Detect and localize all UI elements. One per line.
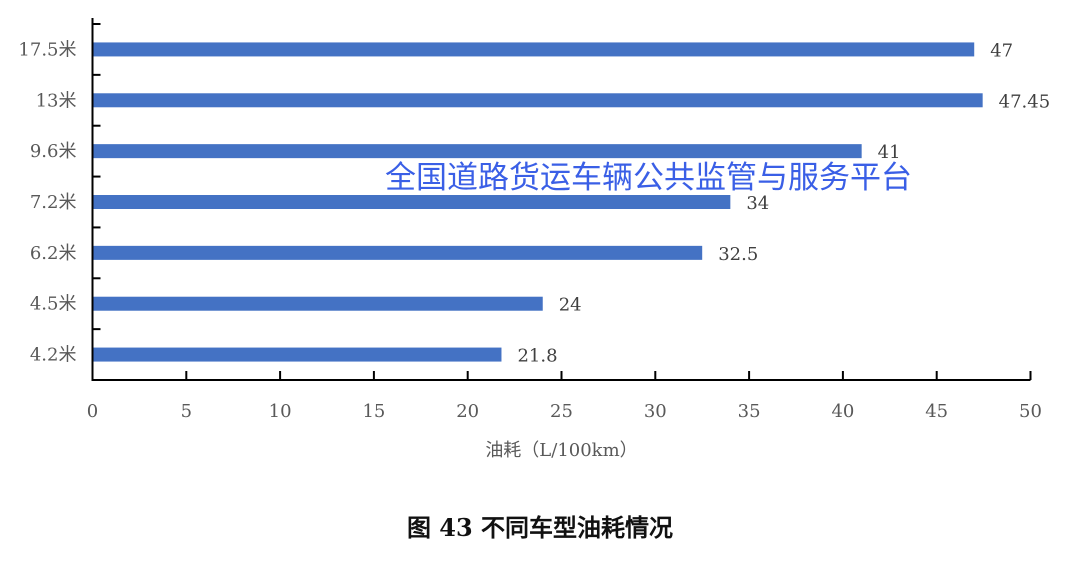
category-label: 9.6米 [30, 141, 77, 162]
x-tick-label: 5 [181, 401, 192, 422]
bar [92, 42, 975, 57]
data-label: 34 [746, 193, 769, 214]
x-tick-label: 20 [456, 401, 479, 422]
x-tick-label: 30 [644, 401, 667, 422]
bar [92, 245, 703, 260]
category-label: 6.2米 [30, 243, 77, 264]
data-label: 47.45 [999, 91, 1051, 112]
x-axis-title: 油耗（L/100km） [485, 440, 637, 461]
data-label: 32.5 [718, 244, 758, 265]
data-label: 21.8 [517, 346, 557, 367]
data-label: 24 [559, 295, 582, 316]
category-label: 4.5米 [30, 294, 77, 315]
x-tick-label: 15 [362, 401, 385, 422]
data-label: 41 [878, 142, 901, 163]
x-tick-label: 35 [738, 401, 761, 422]
category-label: 7.2米 [30, 192, 77, 213]
category-label: 13米 [36, 90, 77, 111]
data-label: 47 [990, 40, 1013, 61]
bar [92, 195, 731, 209]
category-label: 4.2米 [30, 345, 77, 366]
x-tick-label: 40 [831, 401, 854, 422]
figure-caption: 图 43 不同车型油耗情况 [406, 513, 674, 542]
bar [92, 296, 543, 311]
bar [92, 144, 862, 159]
category-label: 17.5米 [18, 39, 76, 60]
x-tick-label: 10 [269, 401, 292, 422]
x-tick-label: 0 [87, 401, 98, 422]
bar [92, 93, 983, 108]
x-tick-label: 25 [550, 401, 573, 422]
watermark: 全国道路货运车辆公共监管与服务平台 [385, 160, 912, 196]
x-tick-label: 50 [1019, 401, 1042, 422]
x-tick-label: 45 [925, 401, 948, 422]
bar [92, 347, 502, 362]
